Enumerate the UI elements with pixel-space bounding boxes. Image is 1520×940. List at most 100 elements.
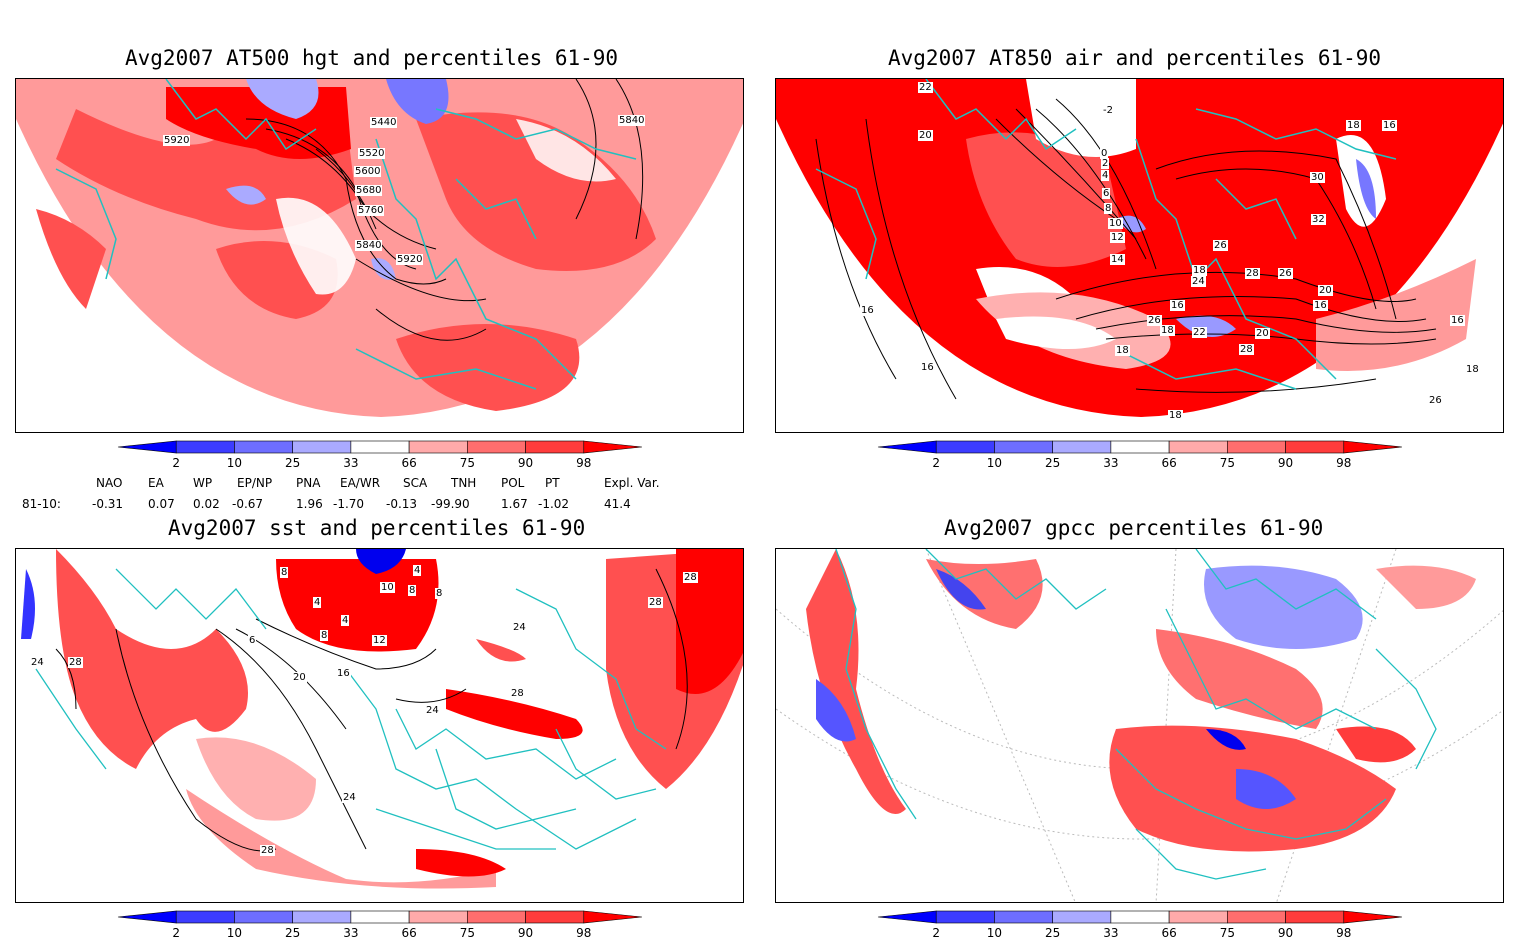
colorbar-segment <box>234 440 293 454</box>
colorbar-tick-label: 98 <box>1336 926 1351 940</box>
index-header-sca: SCA <box>403 476 428 490</box>
colorbar-segment <box>408 910 468 924</box>
contour-label: 24 <box>425 705 440 716</box>
contour-label: 22 <box>918 82 933 93</box>
contour-label: 6 <box>248 635 257 646</box>
contour-label: 16 <box>1450 315 1465 326</box>
contour-label: 2 <box>1101 158 1110 169</box>
contour-label: 8 <box>320 630 329 641</box>
index-header-pna: PNA <box>296 476 321 490</box>
colorbar-tick-label: 25 <box>1045 926 1060 940</box>
colorbar-segment <box>1227 910 1286 924</box>
colorbar-segment <box>583 440 643 454</box>
colorbar-tick-label: 90 <box>1278 456 1293 470</box>
colorbar-segment <box>1110 440 1170 454</box>
contour-label: 32 <box>1311 214 1326 225</box>
colorbar-segment <box>935 910 995 924</box>
contour-label: 26 <box>1278 268 1293 279</box>
contour-label: 10 <box>380 582 395 593</box>
contour-label: 20 <box>292 672 307 683</box>
contour-label: 8 <box>1104 203 1113 214</box>
contour-label: 20 <box>1255 328 1270 339</box>
colorbar-segment <box>350 910 410 924</box>
colorbar-tick-label: 98 <box>576 926 591 940</box>
index-value-nao: -0.31 <box>92 497 124 511</box>
index-header-pt: PT <box>545 476 560 490</box>
contour-label: 4 <box>1101 170 1110 181</box>
contour-label: 5600 <box>354 166 382 177</box>
contour-label: 5760 <box>357 205 385 216</box>
colorbar-tick-label: 90 <box>1278 926 1293 940</box>
index-header-wp: WP <box>193 476 213 490</box>
contour-label: 5840 <box>618 115 646 126</box>
contour-label: 4 <box>341 615 350 626</box>
contour-label: 16 <box>336 668 351 679</box>
contour-label: 5920 <box>163 135 191 146</box>
colorbar-tick-label: 10 <box>987 926 1002 940</box>
panel-title-at850: Avg2007 AT850 air and percentiles 61-90 <box>888 46 1382 70</box>
colorbar-segment <box>1227 440 1286 454</box>
colorbar-tick-label: 33 <box>1103 456 1118 470</box>
colorbar-segment <box>117 910 177 924</box>
contour-label: 18 <box>1160 325 1175 336</box>
colorbar-top-left: 2 10 25 33 66 75 90 98 <box>117 440 643 470</box>
colorbar-segment <box>1285 910 1345 924</box>
contour-label: 10 <box>1108 218 1123 229</box>
contour-label: 5520 <box>358 148 386 159</box>
colorbar-tick-label: 10 <box>227 926 242 940</box>
contour-label: 16 <box>1313 300 1328 311</box>
colorbar-tick-label: 66 <box>1161 926 1176 940</box>
contour-label: 18 <box>1192 265 1207 276</box>
contour-label: 28 <box>260 845 275 856</box>
map-at500 <box>15 78 744 433</box>
map-sst <box>15 548 744 903</box>
contour-label: 18 <box>1465 364 1480 375</box>
map-at850 <box>775 78 1504 433</box>
panel-title-gpcc: Avg2007 gpcc percentiles 61-90 <box>944 516 1324 540</box>
contour-label: 28 <box>648 597 663 608</box>
index-header-ea: EA <box>148 476 164 490</box>
contour-label: 22 <box>1192 327 1207 338</box>
index-header-pol: POL <box>501 476 525 490</box>
colorbar-segment <box>175 440 235 454</box>
contour-label: 16 <box>920 362 935 373</box>
map-gpcc <box>775 548 1504 903</box>
colorbar-tick-label: 25 <box>285 926 300 940</box>
colorbar-segment <box>1168 910 1228 924</box>
contour-label: 12 <box>372 635 387 646</box>
colorbar-segment <box>467 910 526 924</box>
contour-label: 26 <box>1213 240 1228 251</box>
colorbar-segment <box>583 910 643 924</box>
contour-label: 16 <box>1382 120 1397 131</box>
contour-label: 20 <box>1318 285 1333 296</box>
index-value-pt: -1.02 <box>538 497 570 511</box>
map-sst-canvas <box>16 549 743 889</box>
colorbar-tick-label: 75 <box>1220 456 1235 470</box>
colorbar-segment <box>525 440 585 454</box>
contour-label: 18 <box>1346 120 1361 131</box>
colorbar-segment <box>117 440 177 454</box>
contour-label: 4 <box>313 597 322 608</box>
contour-label: 0 <box>1100 148 1109 159</box>
contour-label: 5920 <box>396 254 424 265</box>
colorbar-tick-label: 98 <box>1336 456 1351 470</box>
map-gpcc-canvas <box>776 549 1503 902</box>
index-value-pna: 1.96 <box>296 497 323 511</box>
contour-label: 16 <box>860 305 875 316</box>
index-row-label: 81-10: <box>22 497 61 511</box>
contour-label: 24 <box>30 657 45 668</box>
colorbar-tick-label: 2 <box>932 456 940 470</box>
colorbar-segment <box>1052 440 1112 454</box>
colorbar-tick-label: 33 <box>343 456 358 470</box>
index-header-eawr: EA/WR <box>340 476 381 490</box>
contour-label: 6 <box>1102 188 1111 199</box>
colorbar-tick-label: 33 <box>343 926 358 940</box>
colorbar-tick-label: 75 <box>1220 926 1235 940</box>
index-value-epnp: -0.67 <box>232 497 264 511</box>
colorbar-tick-label: 25 <box>1045 456 1060 470</box>
index-header-tnh: TNH <box>451 476 477 490</box>
colorbar-tick-label: 2 <box>172 456 180 470</box>
contour-label: 18 <box>1115 345 1130 356</box>
contour-label: 28 <box>1245 268 1260 279</box>
colorbar-tick-label: 98 <box>576 456 591 470</box>
